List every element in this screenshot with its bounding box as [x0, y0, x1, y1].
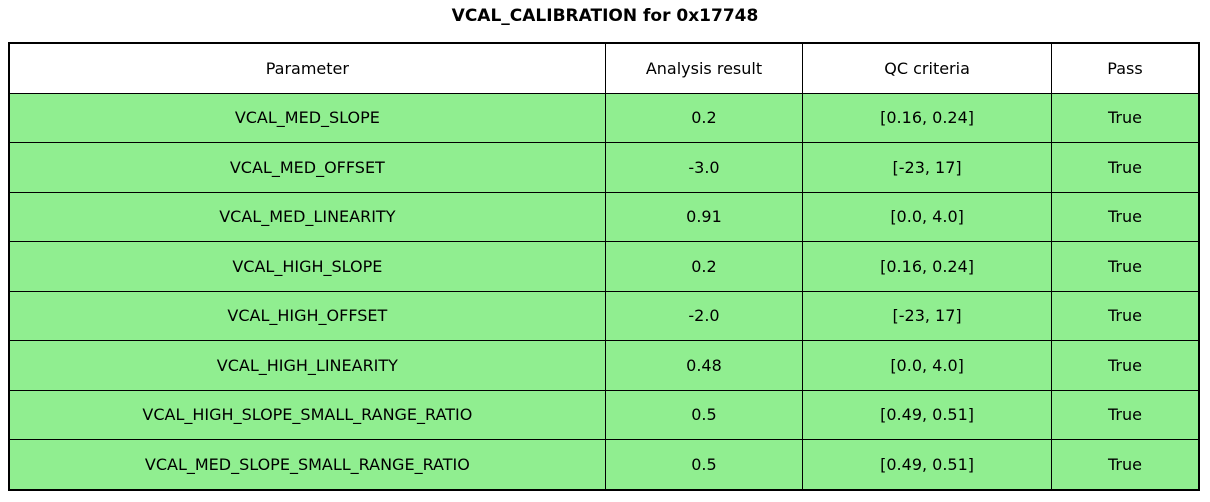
column-header-qc-criteria: QC criteria: [802, 42, 1052, 94]
cell-pass: True: [1050, 290, 1200, 341]
cell-parameter: VCAL_HIGH_SLOPE_SMALL_RANGE_RATIO: [8, 389, 606, 440]
cell-parameter: VCAL_HIGH_SLOPE: [8, 241, 606, 292]
table-row: VCAL_MED_OFFSET -3.0 [-23, 17] True: [8, 142, 1200, 193]
cell-analysis-result: -2.0: [604, 290, 804, 341]
cell-parameter: VCAL_MED_SLOPE: [8, 92, 606, 143]
figure-title: VCAL_CALIBRATION for 0x17748: [451, 6, 759, 26]
cell-analysis-result: 0.5: [604, 389, 804, 440]
qc-table: Parameter Analysis result QC criteria Pass …: [8, 42, 1200, 491]
cell-analysis-result: 0.2: [604, 92, 804, 143]
cell-analysis-result: 0.5: [604, 439, 804, 490]
cell-parameter: VCAL_HIGH_LINEARITY: [8, 340, 606, 391]
column-header-pass: Pass: [1050, 42, 1200, 94]
cell-parameter: VCAL_MED_OFFSET: [8, 142, 606, 193]
table-row: VCAL_MED_LINEARITY 0.91 [0.0, 4.0] True: [8, 191, 1200, 242]
cell-pass: True: [1050, 241, 1200, 292]
table-row: VCAL_HIGH_SLOPE 0.2 [0.16, 0.24] True: [8, 241, 1200, 292]
table-row: VCAL_HIGH_SLOPE_SMALL_RANGE_RATIO 0.5 [0.4…: [8, 389, 1200, 440]
cell-qc-criteria: [0.16, 0.24]: [802, 241, 1052, 292]
cell-parameter: VCAL_HIGH_OFFSET: [8, 290, 606, 341]
column-header-analysis-result: Analysis result: [604, 42, 804, 94]
cell-pass: True: [1050, 92, 1200, 143]
cell-analysis-result: 0.91: [604, 191, 804, 242]
cell-qc-criteria: [0.0, 4.0]: [802, 340, 1052, 391]
qc-table-header: Parameter Analysis result QC criteria Pass: [8, 42, 1200, 94]
cell-analysis-result: -3.0: [604, 142, 804, 193]
cell-pass: True: [1050, 389, 1200, 440]
cell-parameter: VCAL_MED_SLOPE_SMALL_RANGE_RATIO: [8, 439, 606, 490]
column-header-parameter: Parameter: [8, 42, 606, 94]
header-row: Parameter Analysis result QC criteria Pass: [8, 42, 1200, 94]
cell-pass: True: [1050, 439, 1200, 490]
cell-qc-criteria: [0.16, 0.24]: [802, 92, 1052, 143]
table-row: VCAL_HIGH_LINEARITY 0.48 [0.0, 4.0] True: [8, 340, 1200, 391]
cell-pass: True: [1050, 340, 1200, 391]
table-row: VCAL_MED_SLOPE 0.2 [0.16, 0.24] True: [8, 92, 1200, 143]
cell-parameter: VCAL_MED_LINEARITY: [8, 191, 606, 242]
cell-pass: True: [1050, 191, 1200, 242]
table-row: VCAL_MED_SLOPE_SMALL_RANGE_RATIO 0.5 [0.49…: [8, 439, 1200, 490]
cell-qc-criteria: [0.0, 4.0]: [802, 191, 1052, 242]
cell-pass: True: [1050, 142, 1200, 193]
cell-qc-criteria: [0.49, 0.51]: [802, 389, 1052, 440]
cell-qc-criteria: [0.49, 0.51]: [802, 439, 1052, 490]
table-row: VCAL_HIGH_OFFSET -2.0 [-23, 17] True: [8, 290, 1200, 341]
cell-qc-criteria: [-23, 17]: [802, 290, 1052, 341]
cell-qc-criteria: [-23, 17]: [802, 142, 1052, 193]
cell-analysis-result: 0.48: [604, 340, 804, 391]
qc-table-body: VCAL_MED_SLOPE 0.2 [0.16, 0.24] True VCAL_ME…: [8, 92, 1200, 490]
cell-analysis-result: 0.2: [604, 241, 804, 292]
